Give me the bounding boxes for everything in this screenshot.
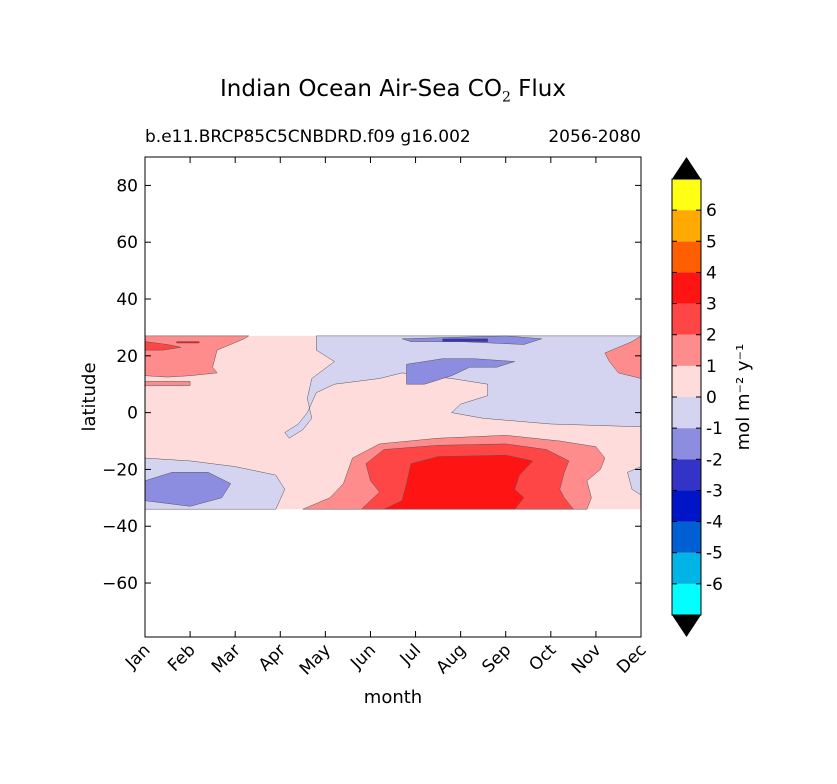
chart-title: Indian Ocean Air-Sea CO2 Flux [145, 76, 641, 106]
contour-region [284, 335, 642, 439]
contour-region [383, 454, 534, 510]
y-tick-label: −40 [102, 517, 138, 537]
contour-region [144, 472, 232, 507]
colorbar-tick-label: -2 [706, 450, 723, 470]
colorbar-tick-label: 1 [706, 357, 717, 377]
x-axis-label: month [364, 687, 422, 708]
contour-region [144, 381, 191, 386]
contour-region [176, 341, 200, 344]
x-tick-label: Apr [255, 640, 290, 675]
colorbar-tick-label: -6 [706, 575, 723, 595]
contour-layer [144, 335, 642, 510]
x-tick-label: Mar [208, 640, 245, 677]
y-tick-label: 60 [116, 233, 138, 253]
x-tick-label: Dec [613, 640, 650, 677]
colorbar-tick-label: 6 [706, 201, 717, 221]
plot-frame [144, 156, 642, 638]
title-main: Indian Ocean Air-Sea CO [220, 76, 502, 102]
x-tick-label: Feb [164, 640, 199, 675]
colorbar-label: mol m⁻² y⁻¹ [733, 344, 754, 451]
y-tick-label: −20 [102, 460, 138, 480]
colorbar-tick-label: -3 [706, 481, 723, 501]
colorbar-tick-label: 2 [706, 326, 717, 346]
colorbar-tick-label: 4 [706, 263, 717, 283]
x-tick-label: Sep [478, 640, 515, 677]
y-axis-label: latitude [79, 362, 100, 431]
colorbar-segment [672, 428, 701, 460]
colorbar-segment [672, 583, 701, 615]
y-tick-label: 0 [127, 404, 138, 424]
colorbar-tick-label: 3 [706, 295, 717, 315]
contour-region [406, 358, 515, 385]
colorbar-tick-label: -4 [706, 513, 723, 533]
y-tick-label: 40 [116, 290, 138, 310]
x-tick-label: May [296, 640, 335, 679]
colorbar-segment [672, 272, 701, 304]
x-tick-label: Nov [568, 640, 606, 678]
x-tick-label: Jan [121, 640, 154, 673]
colorbar: -6 -5 -4 -3 -2 -1 0 1 2 3 4 5 6 [671, 157, 723, 637]
colorbar-segment [672, 397, 701, 429]
colorbar-extend-max [672, 157, 701, 179]
title-subscript: 2 [501, 89, 511, 106]
colorbar-segment [672, 210, 701, 242]
x-tick-label: Jul [396, 640, 425, 669]
x-tick-label: Jun [346, 640, 380, 674]
colorbar-segment [672, 365, 701, 397]
colorbar-segment [672, 521, 701, 553]
colorbar-segment [672, 552, 701, 584]
colorbar-segment [672, 334, 701, 366]
colorbar-segment [672, 490, 701, 522]
colorbar-tick-label: 0 [706, 388, 717, 408]
colorbar-segment [672, 241, 701, 273]
contour-region [442, 338, 488, 342]
y-tick-label: 80 [116, 176, 138, 196]
y-tick-label: −60 [102, 574, 138, 594]
y-tick-label: 20 [116, 347, 138, 367]
title-end: Flux [510, 76, 566, 102]
x-tick-label: Oct [525, 640, 560, 675]
x-tick-label: Aug [433, 640, 471, 678]
colorbar-tick-label: -5 [706, 544, 723, 564]
chart-subtitle-years: 2056-2080 [548, 127, 641, 147]
colorbar-segment [672, 303, 701, 335]
colorbar-extend-min [672, 615, 701, 637]
colorbar-tick-label: 5 [706, 232, 717, 252]
colorbar-tick-label: -1 [706, 419, 723, 439]
colorbar-segment [672, 179, 701, 211]
colorbar-segment [672, 459, 701, 491]
chart-subtitle-case: b.e11.BRCP85C5CNBDRD.f09 g16.002 [145, 127, 471, 147]
